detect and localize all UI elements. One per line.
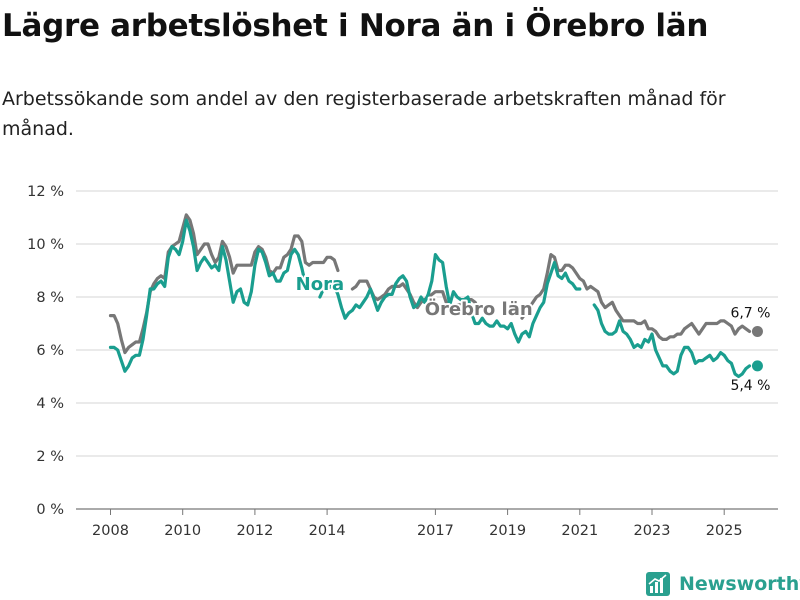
x-tick-label: 2010	[164, 523, 201, 539]
x-tick-label: 2014	[309, 523, 346, 539]
chart-subtitle: Arbetssökande som andel av den registerb…	[2, 88, 726, 140]
y-tick-label: 2 %	[36, 449, 64, 465]
end-marker--rebro-l-n	[751, 325, 763, 337]
gridlines	[76, 190, 778, 510]
chart-title: Lägre arbetslöshet i Nora än i Örebro lä…	[2, 8, 709, 44]
y-tick-label: 6 %	[36, 343, 64, 359]
newsworthy-logo: Newsworthy	[645, 568, 800, 600]
series-lines	[108, 213, 763, 379]
x-tick-label: 2019	[489, 523, 526, 539]
brand-name: Newsworthy	[679, 573, 800, 595]
x-tick-label: 2021	[561, 523, 598, 539]
newsworthy-icon	[646, 572, 670, 596]
series-line-nora	[108, 218, 752, 379]
axes: 0 % 2 % 4 % 6 % 8 % 10 % 12 % 2008 2010 2012 2014 2…	[27, 184, 742, 539]
end-label-nora: 5,4 %	[730, 378, 770, 394]
y-tick-label: 12 %	[27, 184, 64, 200]
x-tick-label: 2023	[634, 523, 671, 539]
series-label-nora: Nora	[296, 274, 344, 295]
x-tick-label: 2017	[417, 523, 454, 539]
x-tick-label: 2008	[92, 523, 129, 539]
x-tick-label: 2012	[236, 523, 273, 539]
y-tick-label: 8 %	[36, 290, 64, 306]
y-tick-label: 0 %	[36, 502, 64, 518]
x-tick-label: 2025	[706, 523, 743, 539]
end-marker-nora	[751, 360, 763, 372]
series-label--rebro-l-n: Örebro län	[425, 298, 533, 320]
y-tick-label: 10 %	[27, 237, 64, 253]
series-labels: Örebro län 6,7 % Nora 5,4 %	[294, 272, 771, 394]
y-tick-label: 4 %	[36, 396, 64, 412]
end-label--rebro-l-n: 6,7 %	[730, 305, 770, 321]
